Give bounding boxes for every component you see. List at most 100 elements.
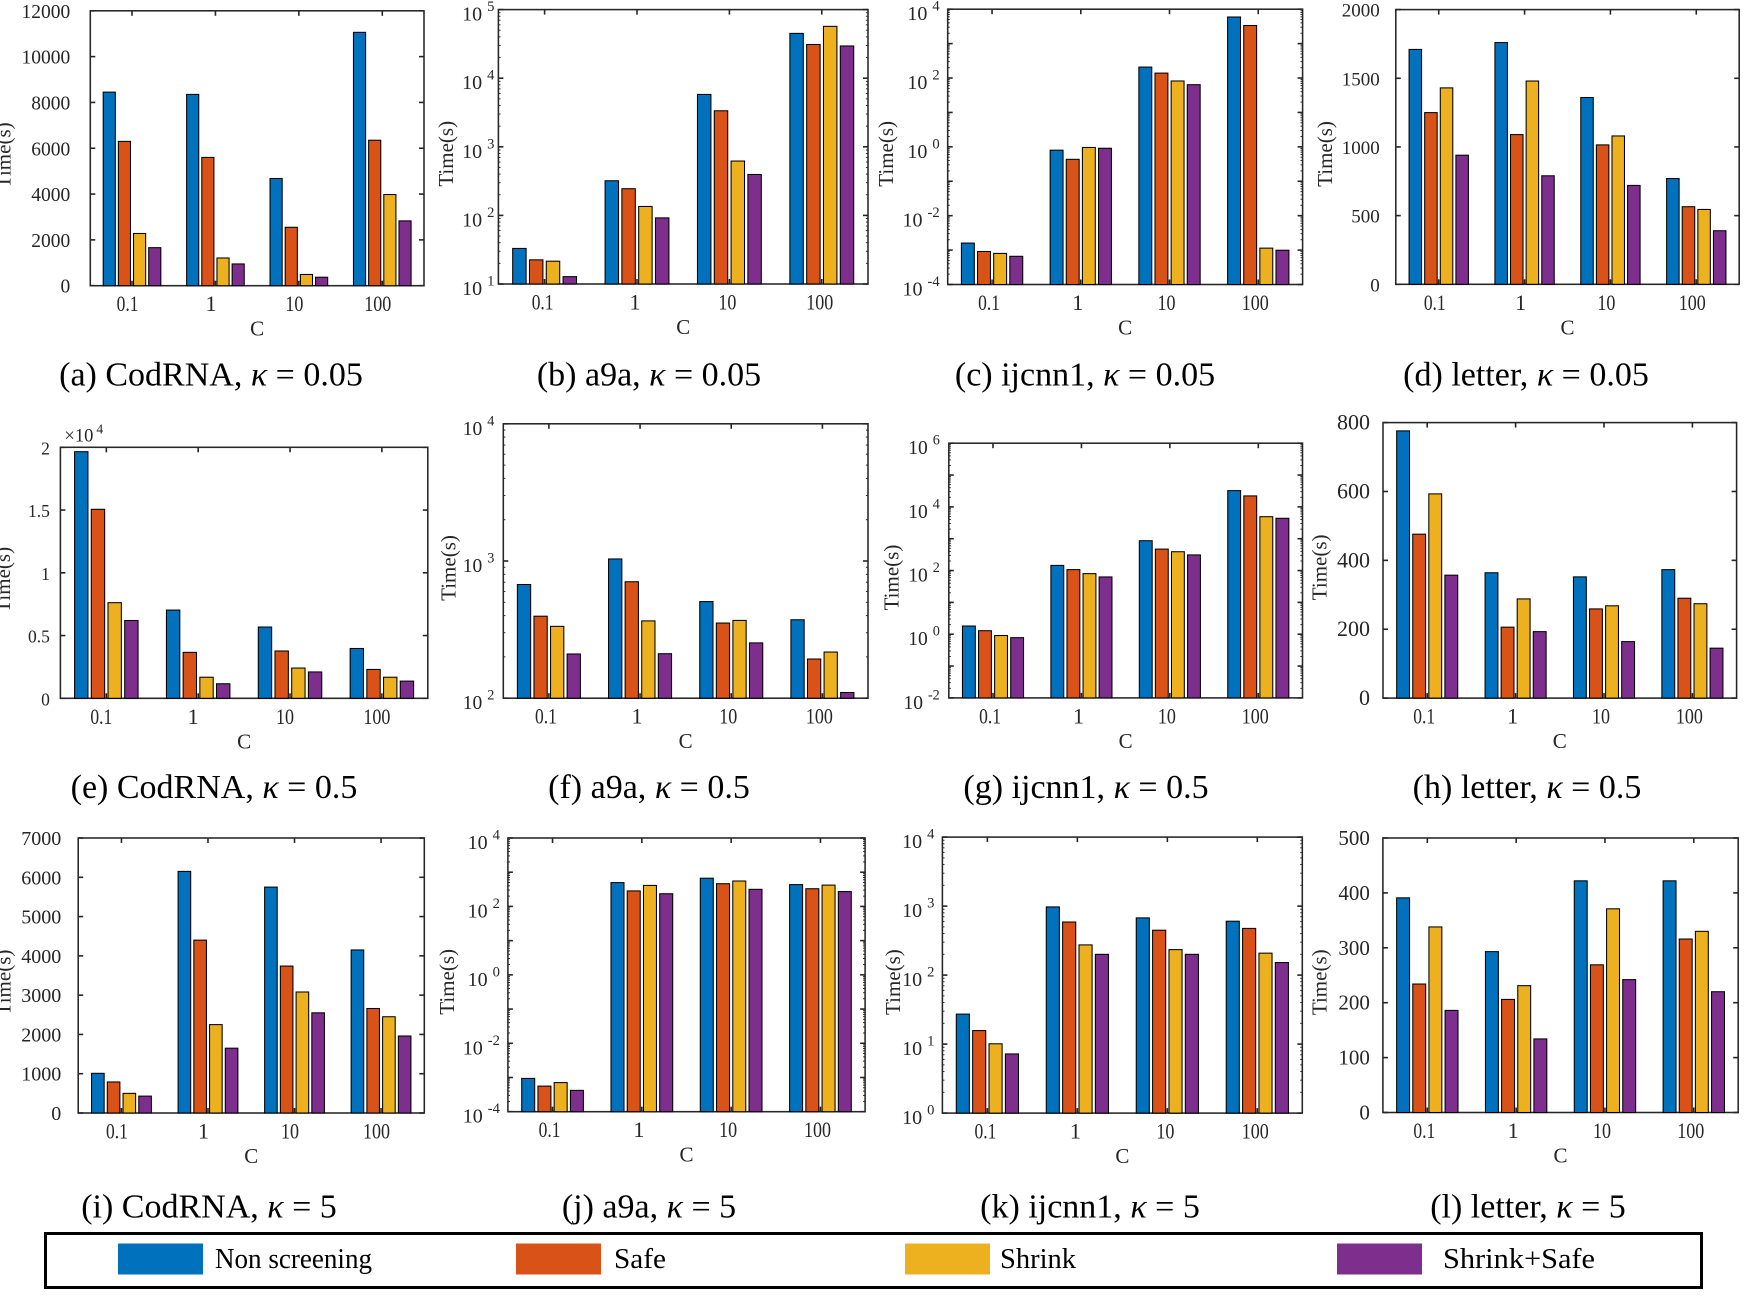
svg-text:100: 100: [364, 291, 391, 316]
svg-text:200: 200: [1337, 616, 1370, 641]
svg-text:10: 10: [718, 290, 736, 315]
svg-text:1: 1: [188, 704, 199, 729]
svg-text:1: 1: [198, 1119, 209, 1144]
svg-text:100: 100: [902, 1103, 934, 1130]
svg-text:100: 100: [804, 1117, 831, 1142]
svg-text:C: C: [679, 1143, 693, 1167]
svg-text:1000: 1000: [21, 1064, 61, 1086]
svg-text:10: 10: [1158, 290, 1176, 315]
svg-text:0.1: 0.1: [106, 1119, 128, 1144]
svg-text:0: 0: [1359, 685, 1370, 710]
svg-text:2000: 2000: [21, 1024, 61, 1046]
svg-text:100: 100: [1338, 1046, 1370, 1070]
svg-text:Time(s): Time(s): [0, 547, 15, 613]
svg-text:1: 1: [1070, 1119, 1081, 1144]
svg-text:10: 10: [1156, 1119, 1174, 1144]
svg-text:(a) CodRNA, κ = 0.05: (a) CodRNA, κ = 0.05: [59, 357, 363, 394]
svg-text:1: 1: [630, 290, 641, 315]
svg-text:Time(s): Time(s): [874, 121, 898, 187]
svg-text:C: C: [1115, 1144, 1129, 1168]
svg-text:1: 1: [1507, 704, 1518, 729]
svg-text:10: 10: [1158, 703, 1176, 728]
svg-text:0.1: 0.1: [1413, 704, 1435, 729]
svg-text:C: C: [244, 1144, 258, 1168]
svg-text:0.5: 0.5: [28, 627, 50, 647]
svg-text:12000: 12000: [22, 2, 71, 23]
svg-text:6000: 6000: [31, 139, 70, 160]
svg-text:10: 10: [276, 704, 294, 729]
svg-text:0: 0: [1370, 275, 1380, 296]
svg-text:3000: 3000: [21, 985, 61, 1007]
svg-text:8000: 8000: [31, 93, 70, 114]
svg-text:(g) ijcnn1, κ = 0.5: (g) ijcnn1, κ = 0.5: [963, 769, 1208, 806]
svg-text:0.1: 0.1: [979, 703, 1001, 728]
svg-text:100: 100: [1242, 703, 1269, 728]
svg-text:C: C: [250, 317, 264, 341]
svg-text:200: 200: [1338, 991, 1370, 1015]
svg-text:0.1: 0.1: [1424, 290, 1446, 315]
svg-text:0.1: 0.1: [117, 291, 139, 316]
svg-text:C: C: [1553, 729, 1567, 753]
svg-text:Time(s): Time(s): [437, 535, 461, 601]
svg-text:2000: 2000: [31, 231, 70, 252]
svg-text:10: 10: [719, 704, 737, 729]
svg-text:Safe: Safe: [614, 1244, 666, 1275]
svg-text:(f) a9a, κ = 0.5: (f) a9a, κ = 0.5: [548, 769, 750, 806]
svg-text:0.1: 0.1: [978, 290, 1000, 315]
svg-text:Time(s): Time(s): [881, 949, 905, 1015]
svg-text:300: 300: [1338, 936, 1370, 960]
svg-text:C: C: [1119, 729, 1133, 753]
svg-text:0.1: 0.1: [539, 1117, 561, 1142]
svg-text:1500: 1500: [1342, 69, 1380, 90]
svg-text:(c) ijcnn1, κ = 0.05: (c) ijcnn1, κ = 0.05: [955, 357, 1215, 394]
svg-text:Time(s): Time(s): [0, 950, 16, 1016]
svg-text:6000: 6000: [21, 867, 61, 889]
svg-text:1.5: 1.5: [28, 501, 50, 521]
svg-text:1: 1: [632, 704, 643, 729]
svg-text:400: 400: [1337, 547, 1370, 572]
svg-text:0.1: 0.1: [535, 704, 557, 729]
svg-text:Time(s): Time(s): [0, 122, 16, 188]
svg-text:500: 500: [1338, 826, 1370, 850]
svg-text:0.1: 0.1: [1413, 1118, 1435, 1143]
svg-text:1: 1: [41, 564, 50, 584]
svg-text:104: 10 4: [907, 0, 940, 25]
svg-text:400: 400: [1338, 881, 1370, 905]
svg-text:(d) letter, κ = 0.05: (d) letter, κ = 0.05: [1403, 357, 1649, 394]
svg-text:(l) letter, κ = 5: (l) letter, κ = 5: [1430, 1189, 1626, 1226]
svg-text:1: 1: [205, 291, 216, 316]
svg-text:4000: 4000: [31, 185, 70, 206]
svg-text:Time(s): Time(s): [880, 545, 904, 611]
svg-text:600: 600: [1337, 478, 1370, 503]
svg-text:10-2: 10 -2: [903, 205, 940, 232]
svg-text:10: 10: [719, 1117, 737, 1142]
svg-text:C: C: [1118, 316, 1132, 340]
svg-text:100: 100: [1242, 290, 1269, 315]
svg-text:800: 800: [1337, 410, 1370, 435]
svg-text:100: 100: [907, 136, 939, 163]
svg-text:(h) letter, κ = 0.5: (h) letter, κ = 0.5: [1413, 769, 1642, 806]
svg-text:Time(s): Time(s): [1313, 121, 1337, 187]
svg-text:C: C: [679, 729, 693, 753]
svg-text:2: 2: [41, 438, 50, 458]
svg-text:(k) ijcnn1, κ = 5: (k) ijcnn1, κ = 5: [980, 1189, 1200, 1226]
svg-text:(i) CodRNA, κ = 5: (i) CodRNA, κ = 5: [81, 1189, 337, 1226]
svg-text:1: 1: [633, 1117, 644, 1142]
svg-text:1: 1: [1508, 1118, 1519, 1143]
svg-text:0: 0: [41, 689, 50, 709]
svg-text:500: 500: [1351, 207, 1380, 228]
svg-text:(b) a9a, κ = 0.05: (b) a9a, κ = 0.05: [537, 357, 761, 394]
svg-text:Shrink+Safe: Shrink+Safe: [1443, 1244, 1595, 1275]
svg-text:100: 100: [806, 704, 833, 729]
svg-text:0.1: 0.1: [532, 290, 554, 315]
svg-text:10: 10: [1592, 704, 1610, 729]
svg-text:100: 100: [1677, 1118, 1704, 1143]
svg-text:100: 100: [1242, 1119, 1269, 1144]
svg-text:0: 0: [61, 277, 71, 298]
svg-text:C: C: [1560, 315, 1574, 339]
svg-text:7000: 7000: [21, 828, 61, 850]
svg-text:C: C: [676, 315, 690, 339]
svg-text:Time(s): Time(s): [434, 121, 458, 187]
svg-text:0: 0: [1359, 1101, 1370, 1125]
svg-text:100: 100: [363, 704, 390, 729]
